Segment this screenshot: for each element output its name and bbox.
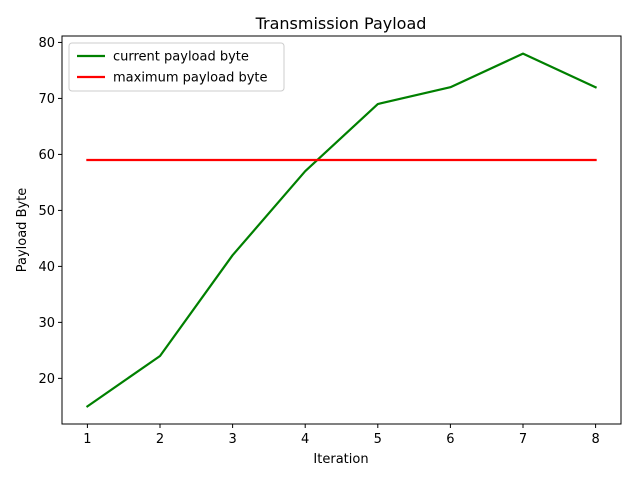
legend-label: maximum payload byte bbox=[113, 71, 268, 86]
x-tick-label: 8 bbox=[591, 432, 599, 447]
y-tick-label: 50 bbox=[38, 204, 55, 219]
x-tick-label: 2 bbox=[156, 432, 164, 447]
x-tick-label: 7 bbox=[519, 432, 527, 447]
x-tick-label: 1 bbox=[83, 432, 91, 447]
x-tick-label: 4 bbox=[301, 432, 309, 447]
x-axis-label: Iteration bbox=[313, 452, 368, 467]
y-tick-label: 80 bbox=[38, 36, 55, 51]
legend: current payload byte maximum payload byte bbox=[68, 42, 285, 92]
y-axis-label: Payload Byte bbox=[15, 188, 30, 273]
x-axis: 1 2 3 4 5 6 7 8 bbox=[83, 424, 600, 447]
chart-title: Transmission Payload bbox=[255, 14, 427, 33]
y-axis: 20 30 40 50 60 70 80 bbox=[38, 36, 62, 387]
x-tick-label: 5 bbox=[374, 432, 382, 447]
x-tick-label: 3 bbox=[228, 432, 236, 447]
y-tick-label: 60 bbox=[38, 148, 55, 163]
y-tick-label: 20 bbox=[38, 372, 55, 387]
series-line-current-payload bbox=[85, 52, 598, 408]
x-tick-label: 6 bbox=[446, 432, 454, 447]
series-layer bbox=[85, 52, 598, 408]
y-tick-label: 70 bbox=[38, 92, 55, 107]
y-tick-label: 30 bbox=[38, 316, 55, 331]
y-tick-label: 40 bbox=[38, 260, 55, 275]
legend-box bbox=[68, 42, 285, 92]
plot-frame bbox=[61, 35, 622, 425]
legend-label: current payload byte bbox=[113, 50, 249, 65]
